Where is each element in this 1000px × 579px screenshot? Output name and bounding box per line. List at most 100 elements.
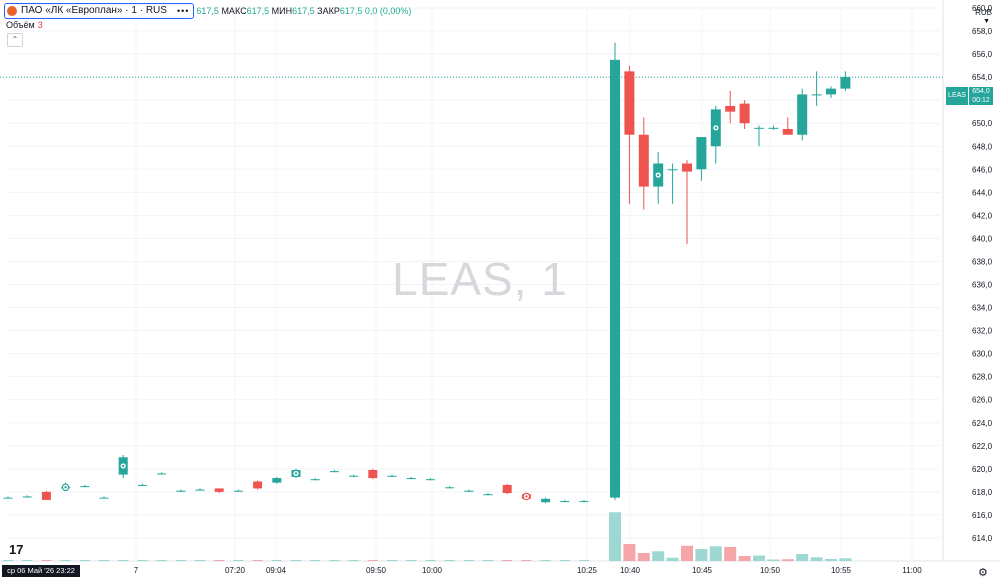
candle-body [310,479,320,481]
time-tick-label: 7 [134,566,139,575]
dividend-marker-dot [714,126,717,130]
time-axis: 7 07:20 09:04 09:50 10:00 10:25 10:40 10:45 10:5… [134,566,922,575]
price-tick-label: 650,0 [972,119,993,128]
volume-bar [175,560,186,561]
price-tick-label: 654,0 [972,73,993,82]
volume-bar [367,560,378,561]
candle-body [696,137,707,170]
price-tick-label: 634,0 [972,304,993,313]
volume-bar [195,560,205,561]
volume-bar [406,560,417,561]
candle-body [176,490,186,492]
candle-body [840,77,851,89]
candle-body [233,490,243,492]
time-tick-label: 10:25 [577,566,598,575]
bar-countdown: 00:12 [972,97,990,104]
candle-body [826,88,836,95]
volume-bar [310,560,321,561]
volume-bar [609,512,621,561]
candle-body [272,478,282,483]
candle-body [579,501,589,503]
volume-bar [156,560,167,561]
candle-body [329,471,339,473]
last-price-badge: 654,0 00:12 [969,87,993,105]
volume-bar [825,559,837,561]
gear-icon[interactable]: ⚙ [978,567,988,579]
volume-bar [738,556,751,561]
candle-body [195,489,205,491]
symbol-selector[interactable]: ПАО «ЛК «Европлан» · 1 · RUS ••• [4,2,195,19]
price-tick-label: 626,0 [972,396,993,405]
tradingview-logo-icon[interactable]: 17 [9,542,24,557]
candle-body [137,484,147,486]
price-tick-label: 614,0 [972,534,993,543]
volume-bar [41,560,52,561]
price-tick-label: 628,0 [972,373,993,382]
volume-bar [233,560,244,561]
time-tick-label: 07:20 [225,566,246,575]
volume-bar [753,555,765,561]
candle-body [610,59,620,498]
symbol-watermark: LEAS, 1 [392,253,568,305]
ohlc-readout: 617,5 МАКС617,5 МИН617,5 ЗАКР617,5 0,0 (… [196,6,411,16]
candle-body [3,497,13,499]
symbol-legend: ПАО «ЛК «Европлан» · 1 · RUS ••• 617,5 М… [4,2,411,19]
dividend-marker-dot [294,472,298,475]
volume-value: 3 [37,20,43,30]
candle-body [560,501,570,503]
close-label: ЗАКР [317,5,340,16]
chevron-up-icon[interactable]: ⌃ [7,33,23,47]
chevron-down-icon[interactable]: ▼ [983,18,990,25]
price-tick-label: 624,0 [972,419,993,428]
price-tick-label: 618,0 [972,488,993,497]
change-value: 0,0 (0,00%) [364,5,412,16]
volume-bar [463,560,474,561]
volume-bar [839,558,852,561]
price-tick-label: 642,0 [972,211,993,220]
volume-bar [348,560,359,561]
high-label: МАКС [221,5,247,16]
time-tick-label: 09:04 [266,566,287,575]
price-tick-label: 630,0 [972,350,993,359]
time-tick-label: 09:50 [366,566,387,575]
volume-bar [709,546,722,561]
currency-selector[interactable]: RUB [975,8,992,17]
volume-bar [252,560,263,561]
volume-bar [579,560,589,561]
price-tick-label: 646,0 [972,165,993,174]
price-tick-label: 620,0 [972,465,993,474]
volume-bar [3,560,13,561]
more-options-icon[interactable]: ••• [176,5,190,16]
candle-body [425,479,435,481]
dividend-marker-dot [64,486,67,489]
volume-bar [291,560,301,561]
volume-bar [271,560,282,561]
candle-body [157,473,167,475]
volume-bar [666,557,679,561]
candle-body [214,488,224,492]
volume-bar [329,560,340,561]
volume-legend[interactable]: Объём 3 [6,20,43,30]
candle-body [739,103,750,124]
volume-bar [99,560,109,561]
candle-body [638,134,649,187]
volume-bar [60,560,71,561]
volume-bar [623,544,636,561]
candle-body [99,497,109,499]
price-tick-label: 638,0 [972,257,993,266]
price-tick-label: 658,0 [972,27,993,36]
candle-body [667,169,678,171]
volume-bar [22,560,33,561]
volume-bar [681,545,693,561]
price-tick-label: 640,0 [972,234,993,243]
volume-bar [444,560,455,561]
candle-body [811,94,822,96]
candle-body [797,94,808,135]
time-tick-label: 10:00 [422,566,443,575]
volume-bar [695,549,708,561]
candle-body [754,127,764,129]
low-value: 617,5 [292,5,315,16]
candle-body [253,481,263,489]
